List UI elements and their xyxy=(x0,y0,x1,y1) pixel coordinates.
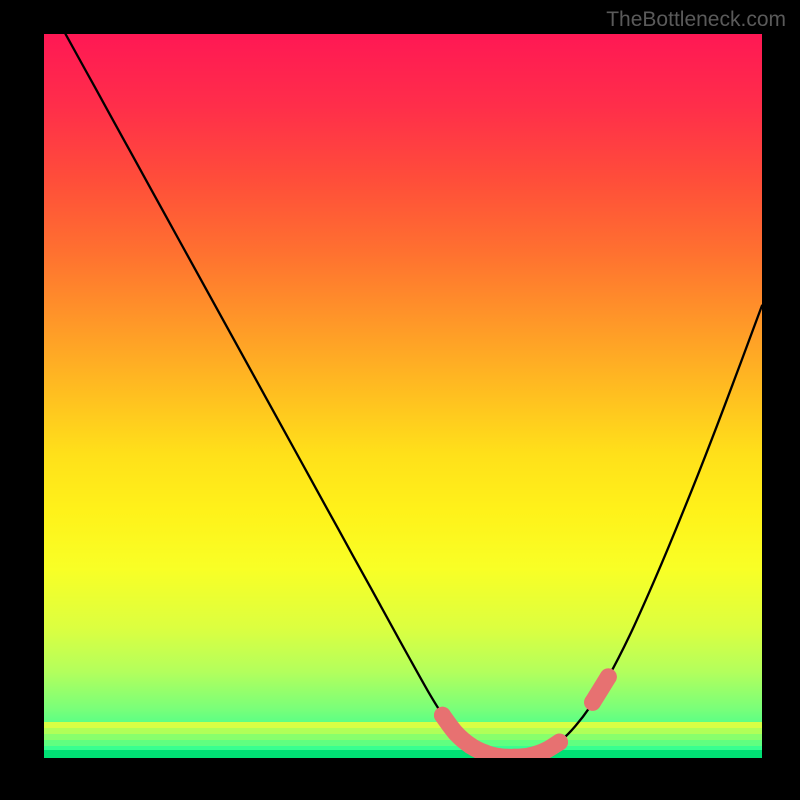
bottleneck-chart xyxy=(44,34,762,758)
gradient-background xyxy=(44,34,762,758)
watermark-text: TheBottleneck.com xyxy=(606,8,786,32)
bottom-band xyxy=(44,750,762,758)
